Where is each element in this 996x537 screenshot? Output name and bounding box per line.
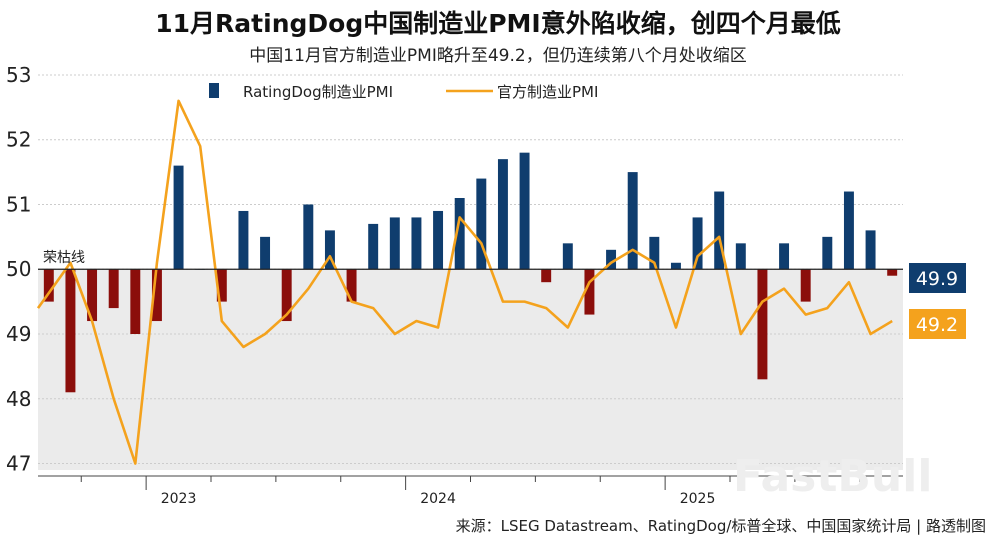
y-tick-label: 48 xyxy=(6,387,31,411)
latest-ratingdog-badge xyxy=(909,263,966,293)
latest-value-badges: 49.9 49.2 xyxy=(909,263,966,339)
bar xyxy=(519,152,530,270)
bar xyxy=(346,269,357,302)
y-tick-label: 47 xyxy=(6,452,31,476)
bar xyxy=(541,269,552,283)
bar xyxy=(108,269,119,309)
y-tick-label: 50 xyxy=(6,257,31,281)
y-tick-label: 53 xyxy=(6,63,31,87)
legend-line-label: 官方制造业PMI xyxy=(497,83,598,101)
bar xyxy=(130,269,141,334)
latest-official-value: 49.2 xyxy=(916,314,958,336)
bar xyxy=(324,230,335,270)
y-axis-ticks: 47 48 49 50 51 52 53 xyxy=(6,63,31,476)
bar xyxy=(584,269,595,315)
y-tick-label: 49 xyxy=(6,322,31,346)
bar xyxy=(692,217,703,270)
chart-subtitle: 中国11月官方制造业PMI略升至49.2，但仍连续第八个月处收缩区 xyxy=(249,46,747,66)
x-tick-label: 2023 xyxy=(161,491,197,507)
bar xyxy=(238,210,249,270)
bar xyxy=(670,262,681,270)
bar xyxy=(649,236,660,270)
bar xyxy=(865,230,876,270)
bar xyxy=(822,236,833,270)
bar xyxy=(606,249,617,270)
contraction-zone-shading xyxy=(38,269,903,470)
bar xyxy=(151,269,162,322)
bar xyxy=(757,269,768,380)
bar xyxy=(303,204,314,270)
bar xyxy=(735,243,746,270)
legend-bar-label: RatingDog制造业PMI xyxy=(243,83,393,101)
bar xyxy=(87,269,98,322)
bar xyxy=(433,210,444,270)
x-axis-ticks: 2023 2024 2025 xyxy=(80,476,861,507)
x-tick-label: 2025 xyxy=(680,491,716,507)
bar xyxy=(843,191,854,270)
bar xyxy=(497,159,508,270)
bar xyxy=(779,243,790,270)
bar xyxy=(562,243,573,270)
reference-line-label: 荣枯线 xyxy=(43,250,85,266)
bar-series xyxy=(43,152,898,393)
y-tick-label: 51 xyxy=(6,192,31,216)
bar xyxy=(454,198,465,270)
fastbull-watermark: FastBull xyxy=(733,451,932,502)
bar xyxy=(627,172,638,270)
official-pmi-line xyxy=(36,99,893,465)
bar xyxy=(887,269,898,276)
bar xyxy=(281,269,292,322)
source-note: 来源：LSEG Datastream、RatingDog/标普全球、中国国家统计… xyxy=(455,517,986,535)
chart-title: 11月RatingDog中国制造业PMI意外陷收缩，创四个月最低 xyxy=(155,9,841,38)
latest-official-badge xyxy=(909,309,966,339)
bar xyxy=(368,223,379,270)
bar xyxy=(43,269,54,302)
x-tick-label: 2024 xyxy=(420,491,456,507)
bar xyxy=(173,165,184,270)
bar xyxy=(65,269,76,393)
y-tick-label: 52 xyxy=(6,128,31,152)
legend: RatingDog制造业PMI 官方制造业PMI xyxy=(209,83,598,101)
bar xyxy=(476,178,487,270)
bar xyxy=(216,269,227,302)
legend-bar-swatch xyxy=(209,83,219,98)
bar xyxy=(411,217,422,270)
bar xyxy=(260,236,271,270)
latest-ratingdog-value: 49.9 xyxy=(916,268,958,290)
bar xyxy=(714,191,725,270)
bar xyxy=(389,217,400,270)
bar xyxy=(800,269,811,302)
